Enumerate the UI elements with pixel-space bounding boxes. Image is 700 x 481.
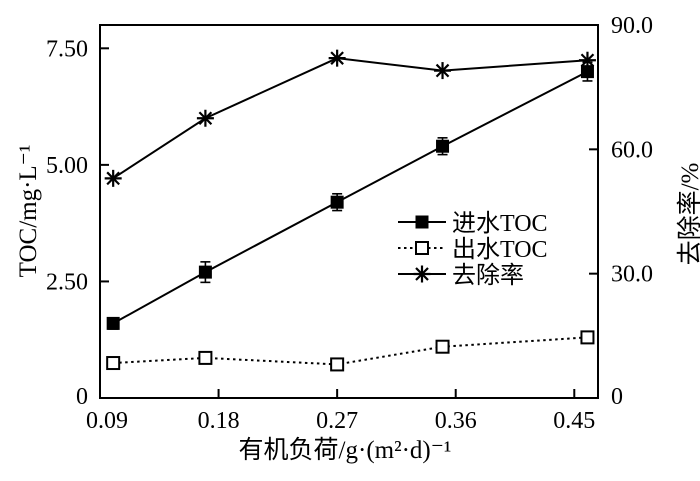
legend: 进水TOC 出水TOC 去除率 xyxy=(398,210,548,289)
asterisk-marker xyxy=(104,169,122,187)
y-left-tick-label: 7.50 xyxy=(46,36,88,62)
open-square-marker xyxy=(198,350,213,365)
asterisk-spoke xyxy=(198,111,213,126)
series-outlet-toc xyxy=(106,330,595,372)
y-right-tick-label: 90.0 xyxy=(611,13,653,39)
asterisk-marker xyxy=(413,265,431,283)
asterisk-marker xyxy=(196,109,214,127)
y-axis-title-left: TOC/mg·L⁻¹ xyxy=(15,145,42,278)
filled-square-marker xyxy=(580,65,594,79)
filled-square-marker xyxy=(106,316,120,330)
legend-label-inlet-toc: 进水TOC xyxy=(452,210,548,237)
series-inlet-toc xyxy=(106,61,594,330)
y-right-tick-label: 30.0 xyxy=(611,262,653,288)
y-left-tick-label: 2.50 xyxy=(46,269,88,295)
filled-square-marker xyxy=(436,139,450,153)
asterisk-marker xyxy=(328,49,346,67)
open-square-marker xyxy=(415,241,429,255)
filled-square-marker xyxy=(330,195,344,209)
x-axis-tick-label: 0.18 xyxy=(198,408,240,434)
x-axis-tick-label: 0.45 xyxy=(553,408,595,434)
asterisk-spoke xyxy=(330,51,344,65)
y-left-tick-label: 0 xyxy=(76,384,88,410)
plot-border xyxy=(99,24,599,399)
y-axis-title-right: 去除率/% xyxy=(676,163,700,266)
x-axis-tick-label: 0.36 xyxy=(435,408,477,434)
legend-label-removal-rate: 去除率 xyxy=(452,262,524,289)
open-square-marker xyxy=(580,330,595,345)
asterisk-spoke xyxy=(106,171,120,186)
filled-square-marker xyxy=(415,215,429,229)
asterisk-spoke xyxy=(435,63,450,78)
asterisk-spoke xyxy=(580,53,595,68)
x-axis-title: 有机负荷/g·(m²·d)⁻¹ xyxy=(239,436,452,464)
asterisk-marker xyxy=(434,62,452,80)
series-line-outlet-toc xyxy=(113,336,588,366)
x-axis-tick-label: 0.09 xyxy=(86,408,128,434)
y-left-tick-label: 5.00 xyxy=(46,153,88,179)
open-square-marker xyxy=(106,356,121,371)
filled-square-marker xyxy=(198,265,212,279)
open-square-marker xyxy=(435,339,450,354)
plot-generated-content: 0.09 0.18 0.27 0.36 0.45 0 2.50 5.00 7.50 0 30.0 60… xyxy=(46,13,653,434)
asterisk-spoke xyxy=(415,267,429,281)
open-square-marker xyxy=(330,357,345,372)
legend-markers xyxy=(398,215,446,283)
series-removal-rate xyxy=(104,49,596,187)
asterisk-marker xyxy=(578,51,596,69)
y-right-tick-label: 60.0 xyxy=(611,137,653,163)
y-right-tick-label: 0 xyxy=(611,384,623,410)
legend-label-outlet-toc: 出水TOC xyxy=(452,236,548,263)
x-axis-tick-label: 0.27 xyxy=(316,408,358,434)
series-line-removal-rate xyxy=(112,57,588,180)
